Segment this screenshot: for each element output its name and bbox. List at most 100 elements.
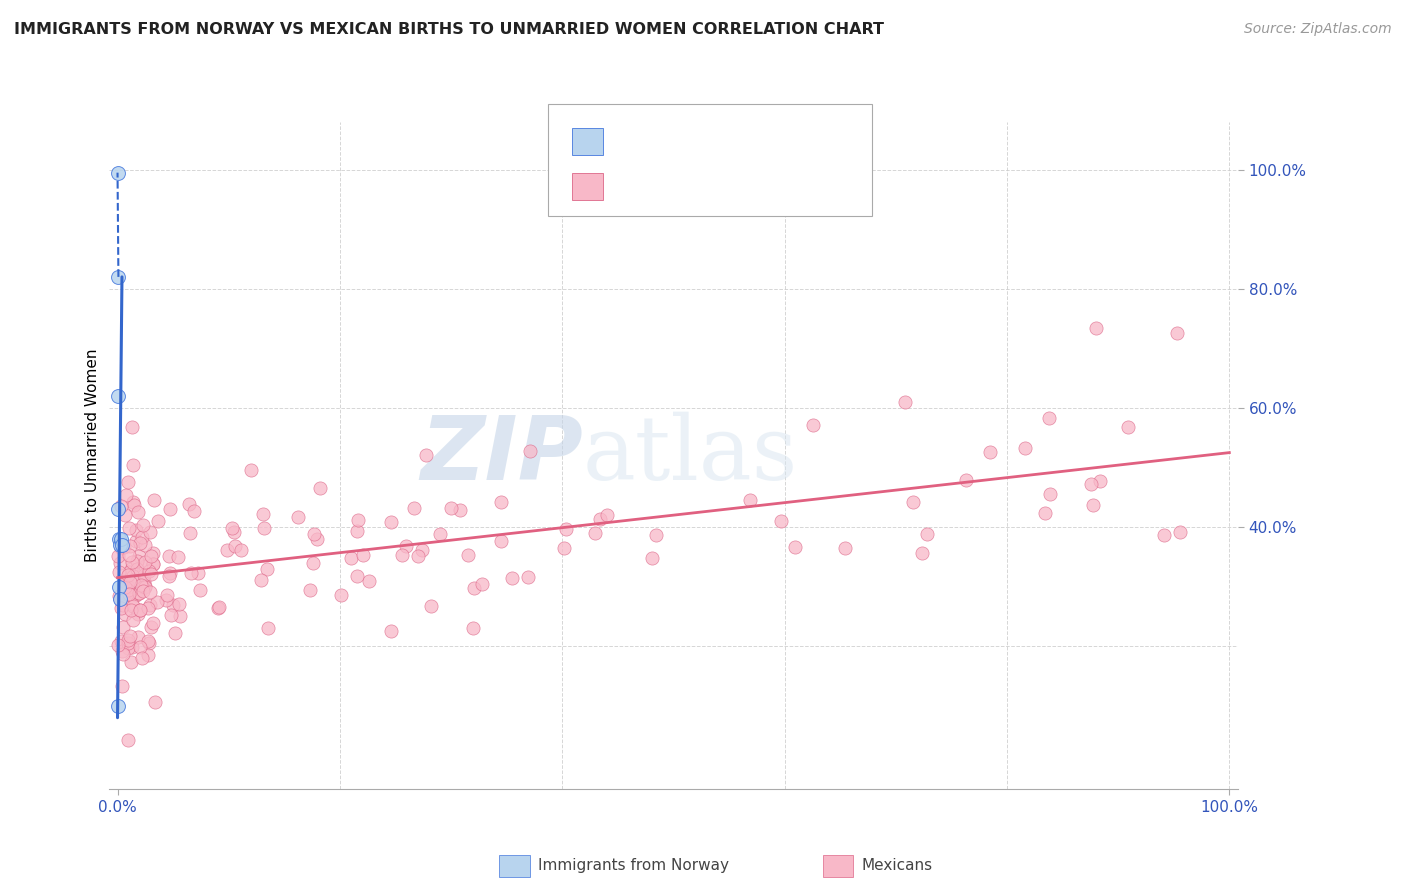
Point [118, 587, 141, 601]
Point [157, 549, 180, 563]
Point [1038, 411, 1060, 425]
Point [395, 539, 418, 553]
Point [256, 562, 278, 576]
Point [128, 549, 150, 563]
Point [217, 543, 239, 558]
Point [121, 419, 143, 434]
Point [142, 493, 165, 508]
Point [1166, 326, 1188, 341]
Point [190, 582, 212, 597]
Point [801, 418, 824, 433]
Point [120, 562, 142, 576]
Point [167, 597, 190, 611]
Point [122, 569, 145, 583]
Point [489, 495, 512, 509]
Point [253, 521, 276, 535]
Point [1084, 320, 1107, 334]
Point [127, 607, 149, 621]
Point [346, 568, 368, 582]
Point [142, 546, 165, 560]
Point [128, 565, 150, 579]
Point [115, 574, 138, 588]
Point [406, 549, 429, 563]
Point [108, 592, 131, 607]
Point [179, 497, 201, 511]
Point [308, 481, 330, 495]
Text: atlas: atlas [583, 412, 799, 500]
Point [1153, 527, 1175, 541]
Point [583, 525, 606, 540]
Point [131, 583, 153, 598]
Point [107, 698, 129, 713]
Point [134, 539, 156, 553]
Point [330, 588, 353, 602]
Point [117, 475, 139, 490]
Point [516, 570, 538, 584]
Point [595, 508, 617, 522]
Point [132, 567, 155, 582]
Point [114, 607, 136, 622]
Point [120, 603, 142, 617]
Point [118, 521, 141, 535]
Point [249, 573, 271, 587]
Point [129, 536, 152, 550]
Point [134, 558, 156, 573]
Point [138, 598, 160, 612]
Point [138, 564, 160, 578]
Point [411, 542, 433, 557]
Point [134, 578, 156, 592]
Point [169, 609, 191, 624]
Point [122, 458, 145, 472]
Point [207, 600, 229, 615]
Text: ZIP: ZIP [420, 412, 583, 500]
Point [110, 499, 132, 513]
Y-axis label: Births to Unmarried Women: Births to Unmarried Women [86, 349, 100, 562]
Point [471, 576, 494, 591]
Point [139, 584, 162, 599]
Point [769, 514, 792, 528]
Point [139, 620, 162, 634]
Point [125, 524, 148, 538]
Point [127, 562, 149, 576]
Point [136, 601, 159, 615]
Point [122, 599, 145, 613]
Point [352, 548, 374, 562]
Point [118, 629, 141, 643]
Point [519, 443, 541, 458]
Point [146, 514, 169, 528]
Point [180, 566, 202, 580]
Point [221, 521, 243, 535]
Point [256, 622, 278, 636]
Point [157, 569, 180, 583]
Text: Source: ZipAtlas.com: Source: ZipAtlas.com [1244, 22, 1392, 37]
Point [131, 518, 153, 533]
Point [127, 630, 149, 644]
Point [114, 575, 136, 590]
Point [132, 580, 155, 594]
Point [298, 583, 321, 598]
Point [111, 679, 134, 693]
Point [380, 624, 402, 638]
Point [222, 524, 245, 539]
Point [111, 619, 134, 633]
Point [129, 640, 152, 654]
Point [131, 651, 153, 665]
Point [159, 566, 181, 581]
Point [339, 550, 361, 565]
Point [1080, 477, 1102, 491]
Point [108, 589, 131, 603]
Point [134, 580, 156, 594]
Point [142, 557, 165, 571]
Point [110, 532, 132, 546]
Point [894, 395, 917, 409]
Point [429, 526, 451, 541]
Point [117, 632, 139, 647]
Point [208, 599, 231, 614]
Point [122, 574, 145, 588]
Point [917, 527, 939, 541]
Point [489, 534, 512, 549]
Point [252, 508, 274, 522]
Point [117, 580, 139, 594]
Point [118, 540, 141, 554]
Point [142, 557, 165, 571]
